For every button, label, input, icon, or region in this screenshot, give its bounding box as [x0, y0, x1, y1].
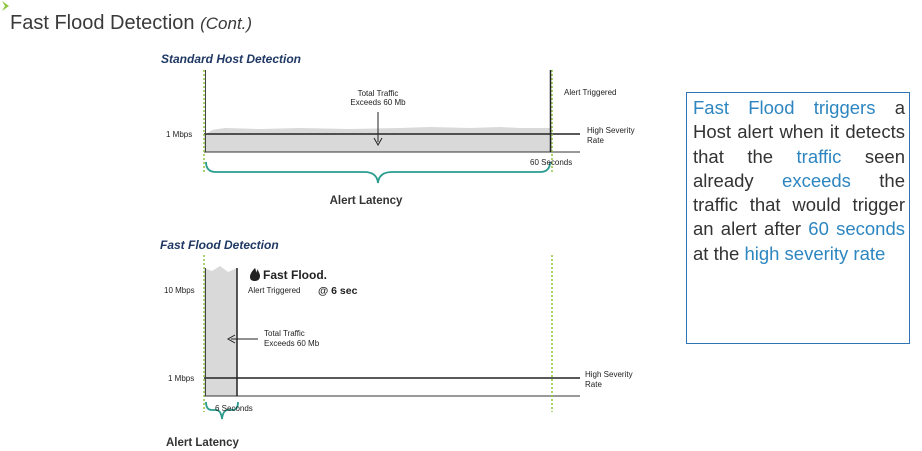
fast-flood-label: Fast Flood. — [263, 268, 327, 282]
note-text-1: a Host alert when it detects that the — [693, 97, 905, 167]
note-text-4: at the — [693, 242, 745, 264]
note-fast-flood-triggers: Fast Flood triggers — [693, 97, 876, 118]
standard-latency-brace — [205, 161, 551, 184]
page-title-main: Fast Flood Detection — [10, 12, 195, 34]
fast-high-severity-1: High Severity — [585, 370, 633, 379]
standard-high-severity-1: High Severity — [587, 126, 635, 135]
note-traffic: traffic — [796, 145, 842, 167]
fast-traffic-area — [204, 266, 237, 396]
page-title: Fast Flood Detection (Cont.) — [10, 12, 252, 35]
note-text-2: seen already — [693, 145, 906, 191]
standard-total-traffic-2: Exceeds 60 Mb — [350, 98, 406, 107]
note-60-seconds: 60 seconds — [808, 218, 905, 240]
standard-high-severity-2: Rate — [587, 136, 604, 145]
fast-at-time: @ 6 sec — [318, 285, 358, 297]
page-title-cont: (Cont.) — [200, 14, 253, 33]
fast-arrow-head — [226, 334, 236, 344]
fast-y-label-top: 10 Mbps — [164, 286, 195, 295]
fast-high-severity-2: Rate — [585, 380, 602, 389]
note-exceeds: exceeds — [782, 169, 851, 191]
note-text-3: the traffic that would trigger an alert … — [693, 169, 905, 240]
explanation-box: Fast Flood triggers a Host alert when it… — [686, 92, 910, 344]
fast-alert-triggered: Alert Triggered — [248, 286, 300, 295]
fast-flood-diagram: Fast Flood. Alert Triggered @ 6 sec 10 M… — [164, 255, 633, 449]
standard-detection-title: Standard Host Detection — [161, 52, 302, 66]
standard-diagram: 1 Mbps Total Traffic Exceeds 60 Mb Alert… — [166, 70, 635, 207]
corner-arrow-icon — [2, 1, 9, 11]
fast-y-label-bottom: 1 Mbps — [168, 374, 194, 383]
fast-flood-detection-title: Fast Flood Detection — [160, 238, 279, 252]
standard-y-label: 1 Mbps — [166, 130, 192, 139]
fast-total-traffic-1: Total Traffic — [264, 329, 305, 338]
note-high-severity-rate: high severity rate — [744, 242, 886, 264]
fast-seconds-label: 6 Seconds — [215, 404, 253, 413]
fast-total-traffic-2: Exceeds 60 Mb — [264, 339, 320, 348]
fast-latency-label: Alert Latency — [166, 437, 239, 449]
flame-icon — [250, 268, 260, 281]
fast-latency-brace — [205, 401, 239, 420]
standard-total-traffic-1: Total Traffic — [358, 89, 399, 98]
standard-arrow-head — [373, 137, 383, 147]
standard-latency-label: Alert Latency — [330, 195, 403, 207]
standard-seconds-label: 60 Seconds — [530, 158, 572, 167]
standard-alert-triggered: Alert Triggered — [564, 88, 616, 97]
